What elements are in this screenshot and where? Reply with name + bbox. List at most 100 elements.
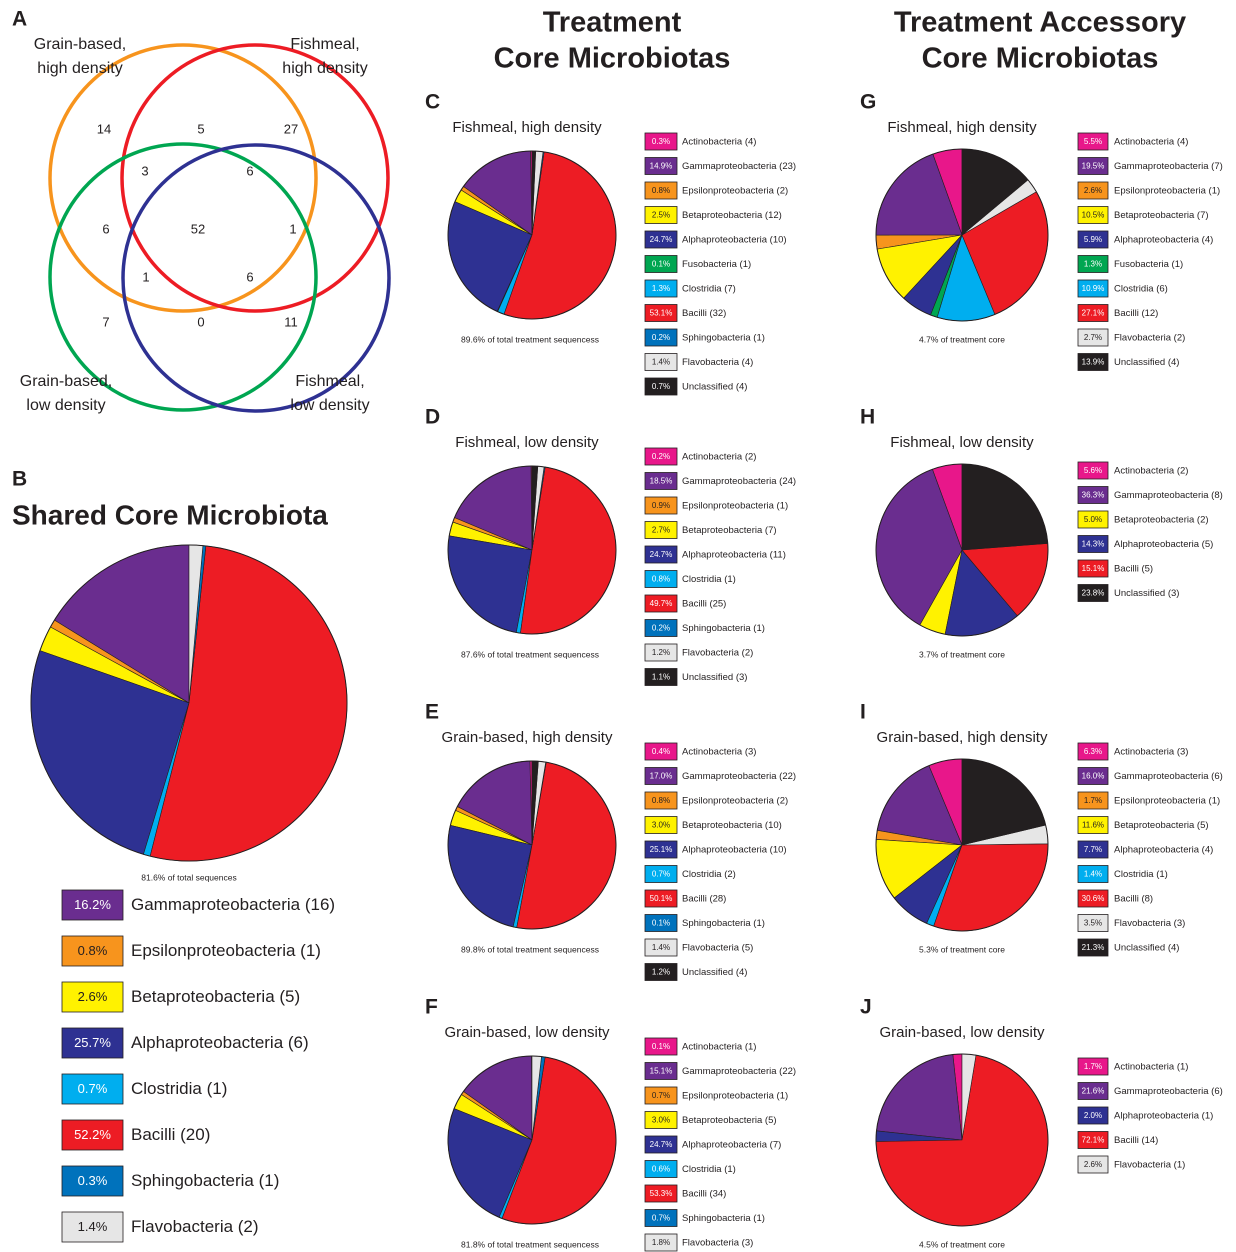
pie-slice <box>961 463 1049 551</box>
legend-swatch <box>644 206 678 224</box>
legend-label: Flavobacteria (3) <box>682 1238 753 1249</box>
chart-title: Grain-based, high density <box>877 729 1048 746</box>
legend-swatch <box>644 1160 678 1178</box>
pie-outline <box>875 758 1049 932</box>
legend-value: 15.1% <box>1082 564 1105 573</box>
legend-swatch <box>644 963 678 981</box>
venn-count: 1 <box>289 221 296 236</box>
legend-label: Gammaproteobacteria (16) <box>131 895 335 914</box>
pie-note: 87.6% of total treatment sequencess <box>461 649 599 659</box>
chart-title: Shared Core Microbiota <box>12 499 328 530</box>
legend-label: Flavobacteria (3) <box>1114 918 1185 929</box>
legend-value: 25.7% <box>74 1035 111 1050</box>
pie-note: 81.6% of total sequences <box>141 872 236 882</box>
venn-count: 6 <box>102 221 109 236</box>
legend-value: 25.1% <box>650 845 673 854</box>
legend-swatch <box>644 668 678 686</box>
panel-letter: G <box>860 91 876 114</box>
legend-label: Betaproteobacteria (7) <box>682 525 777 536</box>
legend-label: Bacilli (34) <box>682 1189 726 1200</box>
legend-label: Gammaproteobacteria (6) <box>1114 771 1223 782</box>
legend-swatch <box>1077 559 1109 578</box>
legend-value: 36.3% <box>1082 491 1105 500</box>
legend-value: 53.1% <box>650 309 673 318</box>
legend-value: 2.5% <box>652 211 670 220</box>
venn-count: 14 <box>97 121 111 136</box>
legend-value: 0.2% <box>652 333 670 342</box>
legend-value: 3.0% <box>652 1116 670 1125</box>
legend-value: 0.8% <box>652 796 670 805</box>
legend-value: 49.7% <box>650 599 673 608</box>
legend-swatch <box>644 521 678 539</box>
legend-value: 3.5% <box>1084 919 1102 928</box>
legend-swatch <box>1077 889 1109 908</box>
venn-set <box>121 143 391 413</box>
legend-label: Alphaproteobacteria (10) <box>682 235 787 246</box>
legend-value: 0.6% <box>652 1165 670 1174</box>
legend-label: Gammaproteobacteria (7) <box>1114 161 1223 172</box>
legend-swatch <box>1077 535 1109 553</box>
venn-count: 1 <box>142 269 149 284</box>
legend-value: 19.5% <box>1082 162 1105 171</box>
legend-swatch <box>644 1209 678 1227</box>
pie-outline <box>447 760 617 930</box>
legend-value: 2.6% <box>78 989 108 1004</box>
legend-value: 1.8% <box>652 1238 670 1247</box>
legend-swatch <box>1077 767 1109 785</box>
chart-title: Fishmeal, high density <box>887 119 1037 136</box>
legend-label: Alphaproteobacteria (7) <box>682 1140 781 1151</box>
legend-swatch <box>1077 816 1109 834</box>
legend-value: 0.7% <box>652 382 670 391</box>
legend-value: 0.7% <box>78 1081 108 1096</box>
legend-label: Actinobacteria (1) <box>682 1042 756 1053</box>
legend-value: 0.3% <box>78 1173 108 1188</box>
venn-count: 0 <box>197 314 204 329</box>
column-title: Core Microbiotas <box>922 43 1159 75</box>
pie-slice <box>876 1054 963 1141</box>
legend-swatch <box>644 230 678 249</box>
legend-value: 0.7% <box>652 1091 670 1100</box>
pie-note: 89.6% of total treatment sequencess <box>461 334 599 344</box>
legend-value: 14.9% <box>650 162 673 171</box>
legend-label: Flavobacteria (2) <box>682 648 753 659</box>
legend-swatch <box>1077 132 1109 151</box>
pie-outline <box>447 150 617 320</box>
legend-label: Flavobacteria (5) <box>682 943 753 954</box>
legend-swatch <box>1077 742 1109 761</box>
legend-label: Gammaproteobacteria (24) <box>682 476 796 487</box>
legend-label: Betaproteobacteria (5) <box>1114 820 1209 831</box>
legend-swatch <box>644 570 678 588</box>
legend-label: Epsilonproteobacteria (1) <box>1114 796 1220 807</box>
legend-value: 16.2% <box>74 897 111 912</box>
legend-label: Epsilonproteobacteria (2) <box>682 186 788 197</box>
legend-swatch <box>61 935 124 967</box>
legend-label: Alphaproteobacteria (4) <box>1114 235 1213 246</box>
legend-swatch <box>644 1135 678 1154</box>
legend-swatch <box>1077 791 1109 810</box>
legend-value: 30.6% <box>1082 894 1105 903</box>
legend-value: 50.1% <box>650 894 673 903</box>
venn-set <box>120 43 390 313</box>
legend-label: Clostridia (1) <box>131 1079 227 1098</box>
venn-count: 5 <box>197 121 204 136</box>
venn-set-label: high density <box>37 60 122 77</box>
legend-swatch <box>644 643 678 662</box>
pie-outline <box>875 148 1049 322</box>
legend-label: Flavobacteria (1) <box>1114 1160 1185 1171</box>
legend-label: Bacilli (14) <box>1114 1135 1158 1146</box>
legend-value: 5.9% <box>1084 235 1102 244</box>
venn-set <box>48 43 318 313</box>
legend-swatch <box>1077 486 1109 504</box>
legend-swatch <box>644 279 678 298</box>
venn-set-label: low density <box>290 397 369 414</box>
panel-letter: F <box>425 996 438 1019</box>
chart-title: Grain-based, low density <box>879 1024 1045 1041</box>
venn-set-label: low density <box>26 397 105 414</box>
pie-note: 4.5% of treatment core <box>919 1239 1005 1249</box>
legend-value: 5.0% <box>1084 515 1102 524</box>
legend-label: Betaproteobacteria (12) <box>682 210 782 221</box>
panel-letter: D <box>425 406 440 429</box>
legend-value: 0.7% <box>652 1214 670 1223</box>
legend-swatch <box>644 1037 678 1056</box>
legend-swatch <box>644 255 678 273</box>
